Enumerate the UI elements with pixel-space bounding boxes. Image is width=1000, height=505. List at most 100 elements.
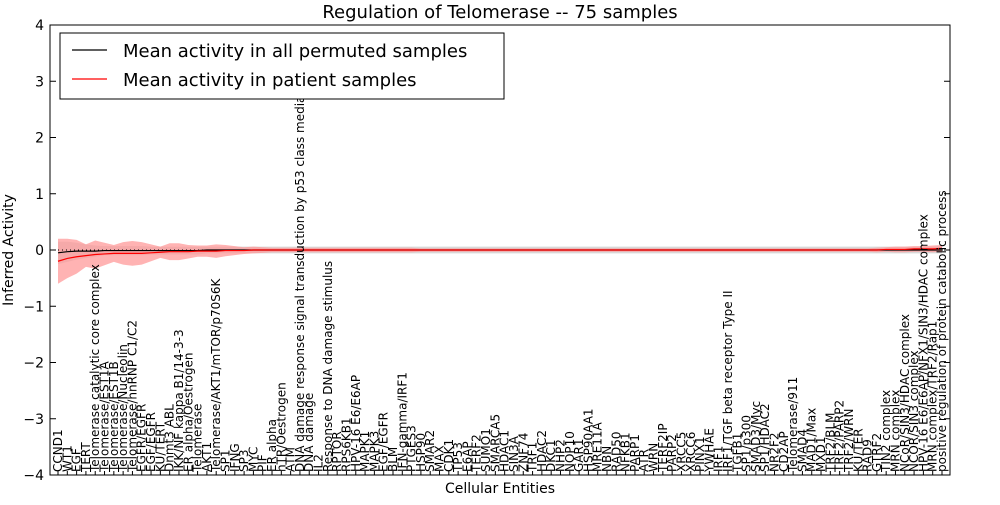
x-tick-label: HPV-16 E6/E6AP/NFX1/SIN3/HDAC complex bbox=[916, 214, 930, 472]
x-tick-label: IKK/NF kappa B1/14-3-3 bbox=[172, 329, 186, 472]
y-tick-label: −4 bbox=[23, 468, 44, 484]
x-tick-label: TERT bbox=[79, 442, 93, 473]
chart-title: Regulation of Telomerase -- 75 samples bbox=[322, 2, 677, 23]
x-tick-label: RAD9 bbox=[861, 439, 875, 472]
legend-label-permuted: Mean activity in all permuted samples bbox=[123, 41, 467, 62]
x-tick-label: TERF2 bbox=[470, 434, 484, 473]
x-tick-label: SMAD3/Myc bbox=[749, 401, 763, 472]
x-tick-label: DNA damage response signal transduction … bbox=[293, 79, 307, 472]
x-tick-label: TIN2 complex bbox=[879, 390, 893, 473]
x-tick-label: RPS6KB1 bbox=[339, 417, 353, 472]
y-axis: −4 −3 −2 −1 0 1 2 3 4 bbox=[23, 18, 950, 484]
x-tick-label: IL2 bbox=[312, 454, 326, 472]
x-tick-label: Telomerase/EST1B bbox=[107, 361, 121, 473]
x-tick-label: TERF2IP bbox=[656, 423, 670, 473]
x-tick-label: GAR1 bbox=[572, 439, 586, 472]
x-tick-label: TRF2/BLM bbox=[823, 412, 837, 473]
x-tick-label: MXD1 bbox=[814, 437, 828, 472]
x-tick-label: TRF2/WRN bbox=[842, 409, 856, 473]
x-tick-label: Response to DNA damage stimulus bbox=[321, 261, 335, 472]
x-tick-label: ZNF74 bbox=[516, 433, 530, 472]
x-tick-label: Telomerase catalytic core complex bbox=[88, 264, 102, 473]
y-tick-label: 0 bbox=[35, 243, 44, 259]
x-axis-ticks bbox=[57, 471, 943, 475]
lines-layer bbox=[57, 247, 943, 262]
x-tick-label: IFNG bbox=[228, 443, 242, 472]
x-tick-label: IRF1/TGF beta receptor Type II bbox=[721, 290, 735, 472]
x-tick-label: YWHAE bbox=[702, 428, 716, 473]
x-tick-label: hTR/Oestrogen bbox=[274, 382, 288, 472]
x-tick-label: TRF2/PARP2 bbox=[833, 400, 847, 473]
y-tick-label: 1 bbox=[35, 187, 44, 203]
x-tick-label: Dnmt3 ABL bbox=[163, 404, 177, 472]
x-tick-label: PTGES3 bbox=[405, 425, 419, 472]
x-tick-label: Telomerase/AKT1/mTOR/p70S6K bbox=[209, 277, 223, 473]
x-tick-label: EGF bbox=[70, 448, 84, 472]
x-tick-label: ATM bbox=[284, 447, 298, 472]
x-tick-label: NR2F2 bbox=[768, 433, 782, 473]
x-tick-label: HDAC2 bbox=[535, 430, 549, 472]
x-tick-label: SIN3A bbox=[507, 435, 521, 472]
x-tick-label: RPTOR bbox=[330, 431, 344, 472]
x-tick-label: XRCC5 bbox=[674, 432, 688, 472]
x-tick-label: Telomerase/Nucleolin bbox=[116, 344, 130, 473]
x-tick-label: KU/TERT bbox=[153, 421, 167, 472]
x-tick-label: TP53 bbox=[451, 442, 465, 473]
x-tick-label: GTRF2 bbox=[870, 433, 884, 472]
x-tick-label: ER alpha bbox=[265, 419, 279, 472]
y-tick-label: −3 bbox=[23, 412, 44, 428]
x-tick-label: HPV-16 E6/E6AP bbox=[349, 375, 363, 472]
x-tick-label: DKC1 bbox=[544, 440, 558, 472]
x-tick-label: PINX1 bbox=[693, 436, 707, 472]
x-tick-label: AKT1 bbox=[200, 442, 214, 472]
x-tick-label: ATR bbox=[637, 449, 651, 472]
x-tick-label: IRF1 bbox=[712, 446, 726, 472]
x-tick-label: EGF/EGFR bbox=[377, 412, 391, 472]
x-tick-label: PIF bbox=[256, 454, 270, 472]
x-axis-label: Cellular Entities bbox=[445, 481, 555, 497]
patient-mean-line bbox=[57, 247, 943, 262]
x-tick-label: CD2AP bbox=[777, 431, 791, 472]
x-tick-label: KU/TER bbox=[851, 428, 865, 472]
y-tick-label: −2 bbox=[23, 356, 44, 372]
y-tick-label: 2 bbox=[35, 131, 44, 147]
x-tick-label: NOP10 bbox=[563, 431, 577, 472]
x-tick-label: SMAD4 bbox=[795, 429, 809, 472]
x-tick-label: CCND1 bbox=[51, 429, 65, 472]
x-tick-label: MRE11A bbox=[591, 421, 605, 472]
legend: Mean activity in all permuted samples Me… bbox=[59, 32, 505, 100]
x-tick-label: PARP1 bbox=[628, 434, 642, 472]
x-tick-label: WRN bbox=[647, 443, 661, 472]
x-tick-label: E6AP bbox=[460, 441, 474, 472]
x-tick-label: WT1 bbox=[60, 445, 74, 472]
legend-box bbox=[59, 32, 505, 100]
x-tick-label: MAX bbox=[433, 445, 447, 472]
x-tick-label: SP1/p300 bbox=[740, 415, 754, 472]
x-tick-label: NCoR/SIN3/HDAC complex bbox=[898, 314, 912, 472]
x-tick-label: SUMO1 bbox=[479, 428, 493, 472]
x-tick-label: ER alpha/Oestrogen bbox=[181, 353, 195, 472]
x-tick-label: XRCC6 bbox=[684, 432, 698, 472]
x-tick-label: MAPK1 bbox=[358, 431, 372, 472]
x-tick-label: BLM bbox=[386, 447, 400, 472]
x-tick-label: TRF1 bbox=[526, 442, 540, 473]
x-tick-label: EGFR/EGFR bbox=[135, 404, 149, 472]
x-tick-label: SMAR2 bbox=[423, 430, 437, 472]
x-tick-label: Telomerase/911 bbox=[786, 377, 800, 473]
x-tick-label: NFKB1 bbox=[619, 432, 633, 472]
y-tick-label: −1 bbox=[23, 299, 44, 315]
x-tick-label: DNA damage bbox=[302, 393, 316, 472]
x-tick-label: SP1 bbox=[218, 450, 232, 473]
legend-label-patient: Mean activity in patient samples bbox=[123, 70, 417, 91]
x-tick-label: Telomerase/hnRNP C1/C2 bbox=[125, 320, 139, 473]
x-tick-label: PARP2 bbox=[665, 434, 679, 472]
x-tick-label: MRN complex bbox=[888, 390, 902, 472]
x-tick-label: Telomerase bbox=[191, 404, 205, 473]
x-tick-label: IFN-gamma/IRF1 bbox=[395, 372, 409, 472]
x-tick-label: positive regulation of protein catabolic… bbox=[935, 190, 949, 472]
y-tick-label: 3 bbox=[35, 74, 44, 90]
x-tick-label: NHP2 bbox=[553, 439, 567, 472]
